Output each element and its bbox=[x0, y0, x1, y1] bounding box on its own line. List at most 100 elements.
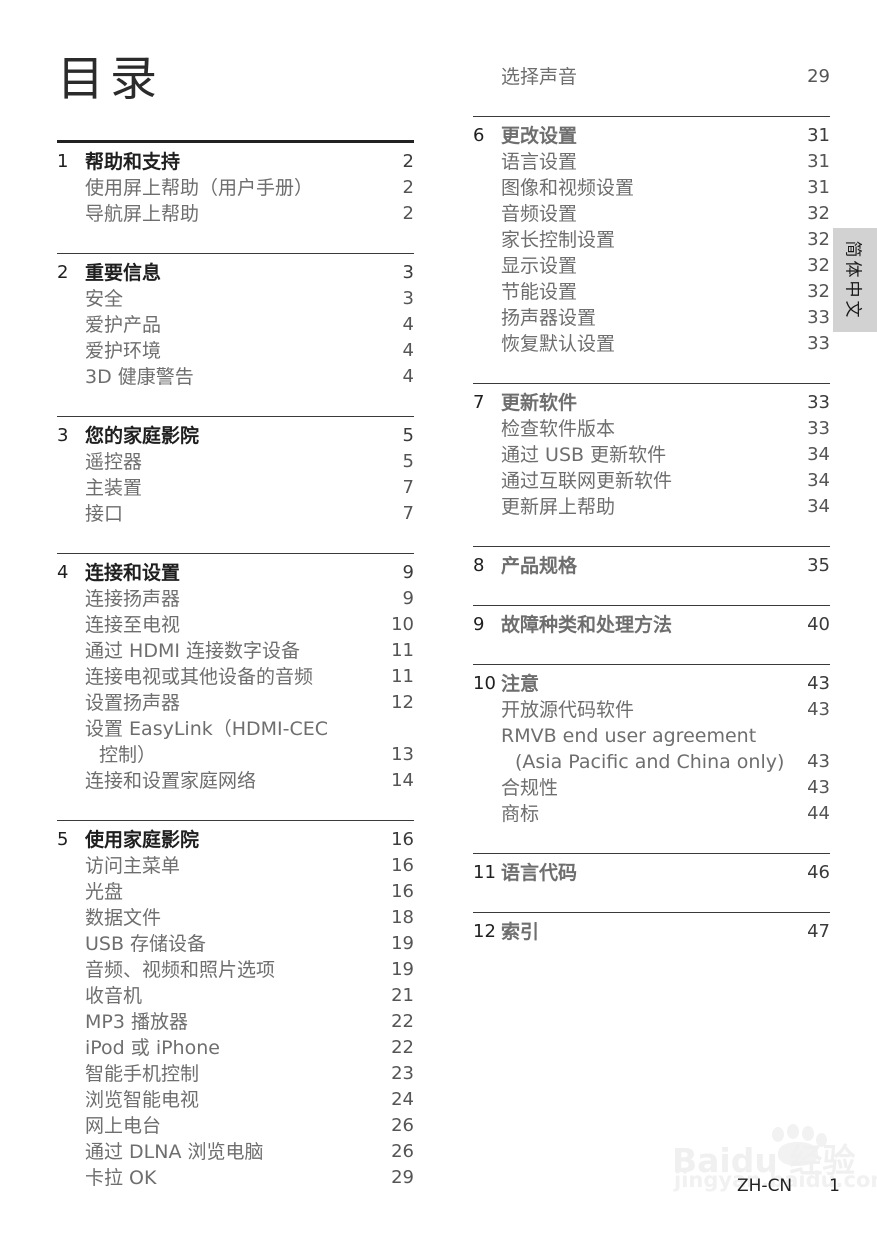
toc-section-row[interactable]: 7 更新软件 33 bbox=[473, 390, 830, 416]
toc-page-number: 26 bbox=[391, 1141, 414, 1162]
toc-entry-row[interactable]: 主装置 7 bbox=[57, 475, 414, 501]
toc-entry-row[interactable]: 合规性 43 bbox=[473, 775, 830, 801]
toc-entry-label: USB 存储设备 bbox=[85, 933, 207, 955]
toc-entry-row[interactable]: 商标 44 bbox=[473, 801, 830, 827]
section-divider bbox=[57, 553, 414, 554]
toc-entry-label: iPod 或 iPhone bbox=[85, 1037, 220, 1059]
toc-entry-row[interactable]: 导航屏上帮助 2 bbox=[57, 201, 414, 227]
toc-entry-row[interactable]: iPod 或 iPhone 22 bbox=[57, 1035, 414, 1061]
toc-entry-row[interactable]: 收音机 21 bbox=[57, 983, 414, 1009]
toc-group: 4 连接和设置 9 连接扬声器 9 连接至电视 10 通过 HDMI 连接数字设备 11 连接电视… bbox=[57, 553, 417, 794]
toc-page-number: 16 bbox=[391, 829, 414, 850]
toc-entry-row[interactable]: 访问主菜单 16 bbox=[57, 853, 414, 879]
toc-entry-label: 遥控器 bbox=[85, 451, 143, 473]
toc-entry-row[interactable]: 连接至电视 10 bbox=[57, 612, 414, 638]
group-spacer bbox=[57, 227, 417, 253]
toc-entry-row[interactable]: 通过 HDMI 连接数字设备 11 bbox=[57, 638, 414, 664]
toc-entry-row[interactable]: 遥控器 5 bbox=[57, 449, 414, 475]
toc-entry-row[interactable]: 连接电视或其他设备的音频 11 bbox=[57, 664, 414, 690]
toc-entry-row[interactable]: 音频设置 32 bbox=[473, 201, 830, 227]
toc-entry-row[interactable]: USB 存储设备 19 bbox=[57, 931, 414, 957]
toc-section-row[interactable]: 8 产品规格 35 bbox=[473, 553, 830, 579]
toc-page-number: 40 bbox=[807, 614, 830, 635]
toc-page-number: 2 bbox=[402, 151, 414, 172]
footer-language-code: ZH-CN bbox=[737, 1176, 793, 1196]
toc-section-row[interactable]: 9 故障种类和处理方法 40 bbox=[473, 612, 830, 638]
toc-section-number: 10 bbox=[473, 673, 496, 694]
toc-entry-row[interactable]: 恢复默认设置 33 bbox=[473, 331, 830, 357]
toc-page-number: 32 bbox=[807, 229, 830, 250]
toc-entry-row[interactable]: 扬声器设置 33 bbox=[473, 305, 830, 331]
toc-entry-row[interactable]: 连接扬声器 9 bbox=[57, 586, 414, 612]
toc-entry-row[interactable]: 数据文件 18 bbox=[57, 905, 414, 931]
toc-page-number: 18 bbox=[391, 907, 414, 928]
toc-entry-label: 语言设置 bbox=[501, 151, 578, 173]
toc-entry-label: 导航屏上帮助 bbox=[85, 203, 200, 225]
toc-entry-row[interactable]: 使用屏上帮助（用户手册） 2 bbox=[57, 175, 414, 201]
toc-entry-row[interactable]: 接口 7 bbox=[57, 501, 414, 527]
toc-entry-row[interactable]: 设置扬声器 12 bbox=[57, 690, 414, 716]
toc-entry-label: 数据文件 bbox=[85, 907, 162, 929]
toc-page-number: 29 bbox=[391, 1167, 414, 1188]
toc-page-number: 33 bbox=[807, 418, 830, 439]
toc-entry-row[interactable]: 更新屏上帮助 34 bbox=[473, 494, 830, 520]
toc-section-row[interactable]: 6 更改设置 31 bbox=[473, 123, 830, 149]
toc-entry-row[interactable]: 家长控制设置 32 bbox=[473, 227, 830, 253]
section-divider bbox=[57, 416, 414, 417]
toc-entry-row[interactable]: 开放源代码软件 43 bbox=[473, 697, 830, 723]
toc-entry-row[interactable]: 网上电台 26 bbox=[57, 1113, 414, 1139]
toc-group: 7 更新软件 33 检查软件版本 33 通过 USB 更新软件 34 通过互联网更新软件 34 更… bbox=[473, 383, 833, 520]
toc-entry-row[interactable]: 爱护环境 4 bbox=[57, 338, 414, 364]
toc-entry-row[interactable]: 图像和视频设置 31 bbox=[473, 175, 830, 201]
toc-entry-row[interactable]: 节能设置 32 bbox=[473, 279, 830, 305]
toc-entry-row[interactable]: 检查软件版本 33 bbox=[473, 416, 830, 442]
toc-section-number: 11 bbox=[473, 862, 496, 883]
toc-entry-row[interactable]: 浏览智能电视 24 bbox=[57, 1087, 414, 1113]
toc-entry-row[interactable]: 选择声音 29 bbox=[473, 64, 830, 90]
toc-section-title: 索引 bbox=[501, 921, 540, 943]
group-spacer bbox=[473, 579, 833, 605]
toc-entry-label: 家长控制设置 bbox=[501, 229, 616, 251]
toc-entry-row[interactable]: 通过互联网更新软件 34 bbox=[473, 468, 830, 494]
toc-group: 10 注意 43 开放源代码软件 43 RMVB end user agreement (A… bbox=[473, 664, 833, 827]
toc-entry-row[interactable]: 安全 3 bbox=[57, 286, 414, 312]
toc-page-number: 34 bbox=[807, 444, 830, 465]
toc-entry-row[interactable]: 连接和设置家庭网络 14 bbox=[57, 768, 414, 794]
toc-entry-row[interactable]: MP3 播放器 22 bbox=[57, 1009, 414, 1035]
toc-page-number: 16 bbox=[391, 881, 414, 902]
toc-entry-row[interactable]: RMVB end user agreement (Asia Pacific and… bbox=[473, 723, 830, 775]
toc-entry-label: 扬声器设置 bbox=[501, 307, 597, 329]
toc-group: 9 故障种类和处理方法 40 bbox=[473, 605, 833, 638]
toc-entry-row[interactable]: 卡拉 OK 29 bbox=[57, 1165, 414, 1191]
toc-entry-row[interactable]: 语言设置 31 bbox=[473, 149, 830, 175]
toc-entry-label: 商标 bbox=[501, 803, 540, 825]
section-divider bbox=[473, 116, 830, 117]
toc-section-title: 帮助和支持 bbox=[85, 151, 181, 173]
page-footer: ZH-CN 1 bbox=[0, 1176, 877, 1206]
toc-section-row[interactable]: 12 索引 47 bbox=[473, 919, 830, 945]
toc-section-number: 3 bbox=[57, 425, 69, 446]
toc-section-row[interactable]: 10 注意 43 bbox=[473, 671, 830, 697]
toc-section-row[interactable]: 11 语言代码 46 bbox=[473, 860, 830, 886]
toc-entry-row[interactable]: 智能手机控制 23 bbox=[57, 1061, 414, 1087]
toc-page-number: 11 bbox=[391, 666, 414, 687]
toc-entry-row[interactable]: 音频、视频和照片选项 19 bbox=[57, 957, 414, 983]
toc-entry-label: 音频设置 bbox=[501, 203, 578, 225]
toc-entry-label: 连接电视或其他设备的音频 bbox=[85, 666, 314, 688]
toc-entry-row[interactable]: 光盘 16 bbox=[57, 879, 414, 905]
toc-section-title: 产品规格 bbox=[501, 555, 578, 577]
toc-section-row[interactable]: 3 您的家庭影院 5 bbox=[57, 423, 414, 449]
toc-entry-label: 使用屏上帮助（用户手册） bbox=[85, 177, 314, 199]
toc-section-row[interactable]: 2 重要信息 3 bbox=[57, 260, 414, 286]
toc-section-row[interactable]: 1 帮助和支持 2 bbox=[57, 149, 414, 175]
toc-section-title: 重要信息 bbox=[85, 262, 162, 284]
toc-entry-row[interactable]: 通过 USB 更新软件 34 bbox=[473, 442, 830, 468]
toc-entry-row[interactable]: 显示设置 32 bbox=[473, 253, 830, 279]
toc-section-row[interactable]: 5 使用家庭影院 16 bbox=[57, 827, 414, 853]
toc-entry-label: 主装置 bbox=[85, 477, 143, 499]
toc-entry-row[interactable]: 爱护产品 4 bbox=[57, 312, 414, 338]
toc-entry-row[interactable]: 3D 健康警告 4 bbox=[57, 364, 414, 390]
toc-section-row[interactable]: 4 连接和设置 9 bbox=[57, 560, 414, 586]
toc-entry-row[interactable]: 设置 EasyLink（HDMI-CEC 控制） 13 bbox=[57, 716, 414, 768]
toc-entry-row[interactable]: 通过 DLNA 浏览电脑 26 bbox=[57, 1139, 414, 1165]
